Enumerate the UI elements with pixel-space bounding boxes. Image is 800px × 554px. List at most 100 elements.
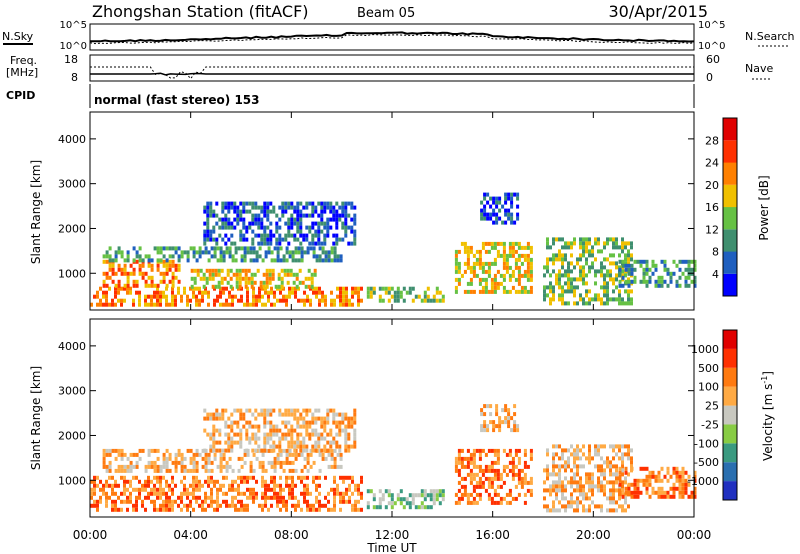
velocity-cell: [570, 484, 573, 489]
power-cell: [579, 245, 582, 250]
power-cell: [567, 241, 570, 246]
velocity-cell: [687, 482, 691, 487]
power-cell: [260, 221, 264, 226]
velocity-cell: [529, 452, 533, 457]
velocity-cell: [189, 491, 192, 496]
power-cell: [209, 237, 213, 242]
velocity-cell: [123, 487, 126, 492]
power-cell: [420, 298, 424, 303]
velocity-cell: [231, 468, 235, 473]
power-cell: [286, 268, 290, 273]
power-cell: [504, 208, 508, 213]
power-cell: [516, 216, 520, 221]
power-cell: [224, 217, 228, 222]
velocity-cell: [505, 464, 509, 469]
y-tick-label: 3000: [58, 385, 86, 398]
x-tick-label: 16:00: [475, 528, 510, 542]
velocity-cell: [291, 503, 294, 508]
power-cell: [353, 217, 357, 222]
velocity-cell: [351, 503, 354, 508]
velocity-cell: [508, 492, 512, 497]
velocity-cell: [305, 408, 309, 413]
power-cell: [278, 225, 282, 230]
velocity-cell: [469, 460, 473, 465]
power-cell: [240, 254, 244, 259]
velocity-cell: [381, 493, 385, 498]
velocity-cell: [483, 420, 487, 425]
velocity-cell: [240, 491, 243, 496]
power-cell: [192, 290, 195, 295]
velocity-cell: [165, 460, 169, 465]
velocity-cell: [585, 508, 588, 513]
velocity-cell: [153, 475, 156, 480]
velocity-cell: [487, 492, 491, 497]
power-cell: [484, 249, 488, 254]
velocity-cell: [552, 508, 555, 513]
power-cell: [102, 283, 106, 288]
velocity-cell: [269, 412, 273, 417]
velocity-cell: [177, 448, 181, 453]
velocity-cell: [189, 503, 192, 508]
power-cell: [290, 221, 294, 226]
velocity-cell: [195, 479, 198, 484]
power-cell: [267, 246, 271, 251]
power-cell: [250, 284, 254, 289]
velocity-cell: [621, 456, 624, 461]
power-cell: [288, 290, 291, 295]
power-cell: [285, 258, 289, 263]
power-cell: [520, 261, 524, 266]
power-cell: [246, 250, 250, 255]
velocity-cell: [576, 464, 579, 469]
power-cell: [564, 241, 567, 246]
power-cell: [335, 221, 339, 226]
velocity-cell: [663, 494, 667, 499]
velocity-cell: [333, 487, 336, 492]
velocity-cell: [296, 416, 300, 421]
velocity-cell: [326, 440, 330, 445]
power-cell: [99, 286, 102, 291]
power-cell: [520, 289, 524, 294]
power-cell: [162, 263, 166, 268]
power-cell: [293, 205, 297, 210]
power-cell: [225, 298, 228, 303]
power-cell: [225, 250, 229, 255]
power-cell: [216, 258, 220, 263]
velocity-cell: [378, 505, 382, 510]
power-cell: [457, 265, 461, 270]
power-cell: [293, 233, 297, 238]
velocity-cell: [475, 480, 479, 485]
power-cell: [523, 257, 527, 262]
power-cell: [329, 225, 333, 230]
y-tick-label: 4000: [58, 133, 86, 146]
power-cell: [309, 246, 313, 251]
velocity-cell: [523, 464, 527, 469]
velocity-cell: [314, 432, 318, 437]
power-cell: [498, 196, 502, 201]
velocity-cell: [399, 497, 403, 502]
power-cell: [483, 208, 487, 213]
velocity-cell: [618, 488, 621, 493]
power-cell: [645, 283, 649, 288]
power-cell: [219, 254, 223, 259]
power-cell: [523, 253, 527, 258]
velocity-cell: [207, 503, 210, 508]
power-cell: [126, 286, 129, 291]
velocity-cell: [230, 428, 234, 433]
velocity-cell: [132, 452, 136, 457]
power-cell: [219, 258, 223, 263]
power-cell: [687, 259, 691, 264]
power-cell: [615, 241, 618, 246]
velocity-cell: [284, 408, 288, 413]
velocity-cell: [612, 496, 615, 501]
power-cell: [177, 279, 181, 284]
velocity-cell: [159, 487, 162, 492]
power-cell: [150, 263, 154, 268]
velocity-cell: [387, 489, 391, 494]
power-cell: [205, 268, 209, 273]
power-cell: [618, 283, 622, 288]
velocity-cell: [183, 468, 187, 473]
power-cell: [504, 212, 508, 217]
velocity-cell: [472, 460, 476, 465]
velocity-cell: [311, 448, 315, 453]
power-cell: [180, 298, 183, 303]
